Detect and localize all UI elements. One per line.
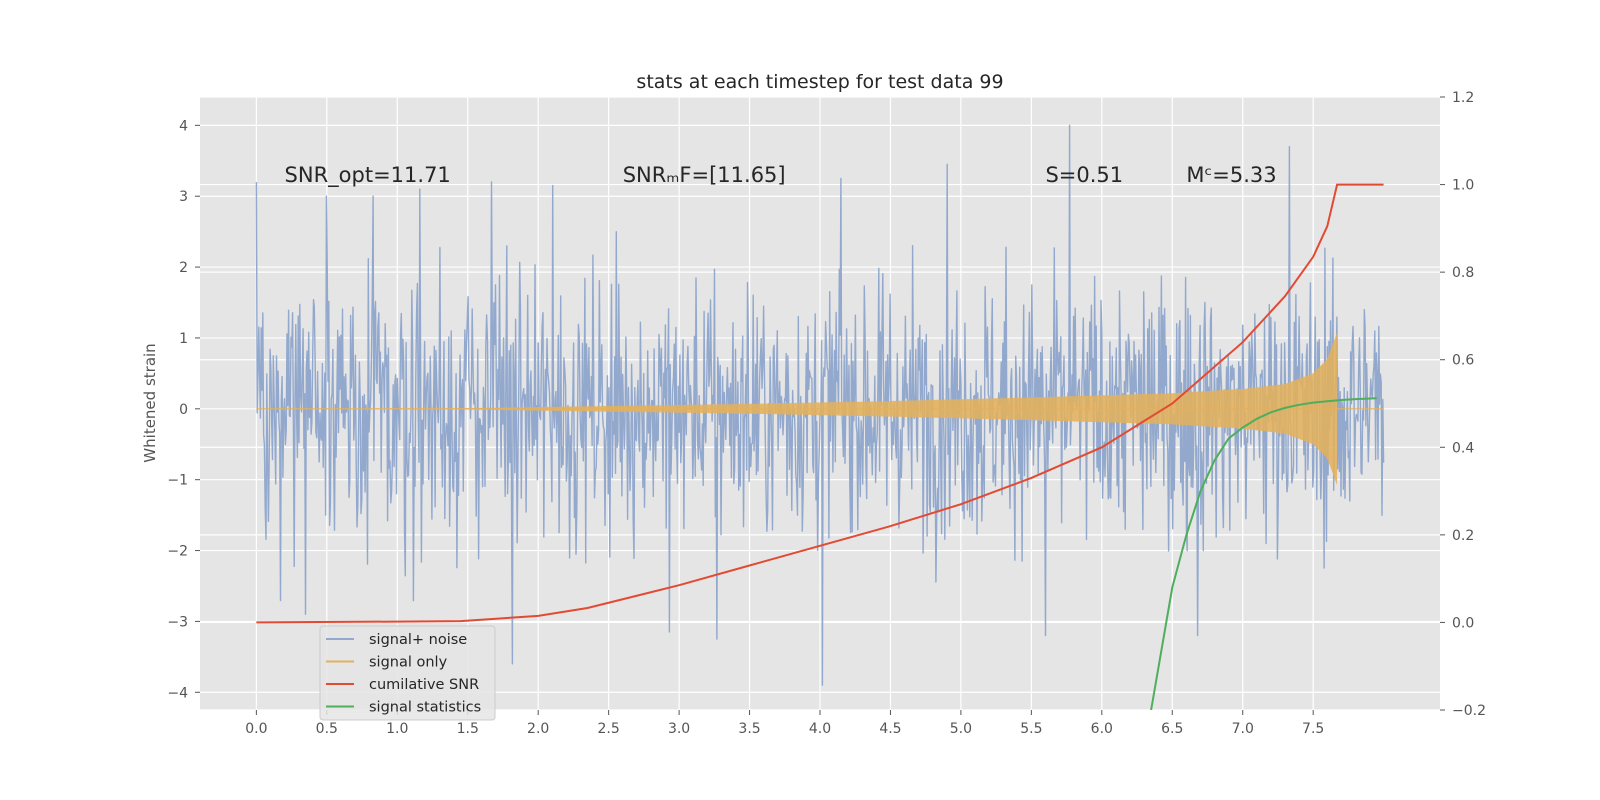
y2-tick-label: 0.6 <box>1452 353 1474 369</box>
x-tick-label: 0.5 <box>316 721 338 737</box>
axes: 0.0 0.5 1.0 1.5 2.0 2.5 3.0 3.5 4.0 4.5 5.0 5.5 6.0 6… <box>167 90 1486 737</box>
y-tick-label: 3 <box>179 189 188 205</box>
y-tick-label: 2 <box>179 260 188 276</box>
series-signal-only <box>256 332 1384 486</box>
y2-tick-label: 0.2 <box>1452 528 1474 544</box>
annotation-s_stat: S=0.51 <box>1045 163 1123 187</box>
chart-title: stats at each timestep for test data 99 <box>636 71 1003 93</box>
x-tick-label: 6.5 <box>1161 721 1183 737</box>
x-tick-label: 2.5 <box>598 721 620 737</box>
x-tick-label: 0.0 <box>245 721 267 737</box>
x-tick-label: 4.0 <box>809 721 831 737</box>
y-tick-label: −3 <box>167 614 188 630</box>
legend-label: cumilative SNR <box>369 677 479 693</box>
y-tick-label: −2 <box>167 544 188 560</box>
x-tick-label: 3.5 <box>738 721 760 737</box>
annotation-mchirp: Mᶜ=5.33 <box>1186 163 1276 187</box>
y2-tick-label: 0.8 <box>1452 265 1474 281</box>
annotation-snr_opt: SNR_opt=11.71 <box>285 163 451 188</box>
y-tick-label: 0 <box>179 402 188 418</box>
y-tick-label: −4 <box>167 685 188 701</box>
x-tick-label: 1.0 <box>386 721 408 737</box>
annotation-snr_mf: SNRₘF=[11.65] <box>623 163 786 187</box>
y-tick-label: 1 <box>179 331 188 347</box>
x-tick-label: 7.5 <box>1302 721 1324 737</box>
x-tick-label: 3.0 <box>668 721 690 737</box>
x-tick-label: 5.5 <box>1020 721 1042 737</box>
legend-label: signal statistics <box>369 700 481 716</box>
legend-box <box>319 625 496 721</box>
legend-label: signal+ noise <box>369 632 467 648</box>
y-axis-label: Whitened strain <box>141 343 159 462</box>
x-tick-label: 4.5 <box>879 721 901 737</box>
x-tick-label: 2.0 <box>527 721 549 737</box>
signal-statistics-line <box>1150 397 1377 711</box>
x-tick-label: 5.0 <box>950 721 972 737</box>
cumulative-snr-line <box>256 183 1384 624</box>
y-tick-label: 4 <box>179 118 188 134</box>
legend: signal+ noise signal only cumilative SNR si… <box>319 625 496 721</box>
series-lines <box>256 183 1384 711</box>
y2-tick-label: 1.0 <box>1452 178 1474 194</box>
legend-label: signal only <box>369 655 448 671</box>
x-tick-label: 1.5 <box>457 721 479 737</box>
y2-tick-label: 0.4 <box>1452 440 1474 456</box>
y2-tick-label: 0.0 <box>1452 615 1474 631</box>
x-tick-label: 7.0 <box>1232 721 1254 737</box>
x-tick-label: 6.0 <box>1091 721 1113 737</box>
y-tick-label: −1 <box>167 473 188 489</box>
annotations: SNR_opt=11.71 SNRₘF=[11.65] S=0.51 Mᶜ=5.33 <box>285 163 1277 188</box>
y2-tick-label: −0.2 <box>1452 703 1486 719</box>
y2-tick-label: 1.2 <box>1452 90 1474 106</box>
